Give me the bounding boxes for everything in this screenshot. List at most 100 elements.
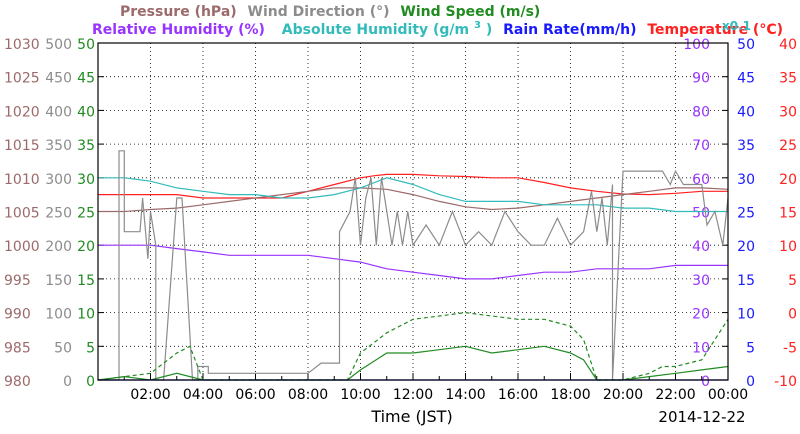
series-lines — [97, 150, 729, 381]
y-tick-label: 25 — [737, 206, 755, 222]
y-tick-label: 20 — [779, 172, 797, 188]
legend-absolute-humidity-sup: 3 — [474, 20, 481, 31]
y-tick-label: 980 — [4, 374, 31, 390]
y-tick-label: 0 — [788, 307, 797, 323]
y-tick-label: 10 — [77, 307, 95, 323]
legend-pressure: Pressure (hPa) — [120, 4, 237, 20]
y-tick-label: 35 — [737, 138, 755, 154]
y-tick-label: 50 — [77, 37, 95, 53]
y-tick-label: 0 — [701, 374, 710, 390]
y-tick-label: 50 — [54, 340, 72, 356]
x-tick-label: 02:00 — [130, 387, 170, 403]
x-tick-label: 22:00 — [655, 387, 695, 403]
y-tick-label: 35 — [779, 71, 797, 87]
y-tick-label: 25 — [77, 206, 95, 222]
legend-relative-humidity: Relative Humidity (%) — [92, 22, 265, 38]
x-tick-label: 14:00 — [445, 387, 485, 403]
y-tick-label: 1020 — [4, 104, 40, 120]
y-tick-label: 50 — [692, 206, 710, 222]
x-tick-label: 10:00 — [340, 387, 380, 403]
y-tick-label: 1005 — [4, 206, 40, 222]
y-tick-label: 150 — [45, 273, 72, 289]
y-tick-label: 5 — [788, 273, 797, 289]
y-tick-label: 1000 — [4, 239, 40, 255]
y-tick-label: 1025 — [4, 71, 40, 87]
y-tick-label: 0 — [86, 374, 95, 390]
y-tick-label: 100 — [45, 307, 72, 323]
y-tick-label: 200 — [45, 239, 72, 255]
y-tick-label: 15 — [737, 273, 755, 289]
grid — [98, 43, 728, 380]
y-tick-label: 20 — [77, 239, 95, 255]
series-line — [98, 177, 728, 213]
y-tick-label: 15 — [77, 273, 95, 289]
x-tick-label: 20:00 — [603, 387, 643, 403]
y-tick-label: 10 — [692, 340, 710, 356]
y-tick-label: 45 — [77, 71, 95, 87]
x-tick-label: 06:00 — [235, 387, 275, 403]
plot-frame — [97, 42, 729, 381]
y-tick-label: 985 — [4, 340, 31, 356]
y-tick-label: 45 — [737, 71, 755, 87]
y-tick-label: 995 — [4, 273, 31, 289]
y-tick-label: 30 — [77, 172, 95, 188]
y-tick-label: 990 — [4, 307, 31, 323]
y-tick-label: 10 — [779, 239, 797, 255]
y-tick-label: 300 — [45, 172, 72, 188]
y-tick-label: 50 — [737, 37, 755, 53]
series-line — [97, 311, 729, 381]
y-tick-label: 80 — [692, 104, 710, 120]
legend-wind-direction: Wind Direction (°) — [248, 4, 390, 20]
y-tick-label: 5 — [86, 340, 95, 356]
y-tick-label: 30 — [737, 172, 755, 188]
legend-absolute-humidity-close: ) — [486, 22, 492, 38]
y-tick-label: 70 — [692, 138, 710, 154]
y-tick-label: 25 — [779, 138, 797, 154]
series-line — [98, 150, 729, 381]
legend-temperature: Temperature (°C) — [647, 22, 783, 38]
y-tick-label: 10 — [737, 307, 755, 323]
x-tick-label: 04:00 — [183, 387, 223, 403]
y-tick-label: 35 — [77, 138, 95, 154]
y-tick-label: 40 — [779, 37, 797, 53]
svg-text:Relative Humidity (%) Abso: Relative Humidity (%) Absolute Humidity … — [92, 16, 783, 38]
y-tick-label: 1010 — [4, 172, 40, 188]
x-tick-label: 00:00 — [708, 387, 748, 403]
y-tick-label: -10 — [774, 374, 797, 390]
y-tick-label: 90 — [692, 71, 710, 87]
y-tick-label: 0 — [746, 374, 755, 390]
svg-text:Pressure (hPa) Wind Direct: Pressure (hPa) Wind Direction (°) Wind S… — [120, 4, 540, 20]
axes: 02:00 04:00 06:00 08:00 10:00 12:00 14:00 16:00… — [4, 37, 797, 403]
y-tick-label: 100 — [683, 37, 710, 53]
date-label: 2014-12-22 — [658, 408, 745, 426]
y-tick-label: 0 — [63, 374, 72, 390]
y-tick-label: 30 — [779, 104, 797, 120]
y-tick-label: 20 — [737, 239, 755, 255]
series-line — [98, 173, 728, 199]
series-line — [98, 244, 728, 280]
y-tick-label: 1030 — [4, 37, 40, 53]
y-tick-label: -5 — [783, 340, 797, 356]
legend-rain-rate: Rain Rate(mm/h) — [503, 22, 636, 38]
y-tick-label: 40 — [737, 104, 755, 120]
y-tick-label: 450 — [45, 71, 72, 87]
y-tick-label: 15 — [779, 206, 797, 222]
y-tick-label: 40 — [77, 104, 95, 120]
y-tick-label: 30 — [692, 273, 710, 289]
x-axis-label: Time (JST) — [370, 407, 452, 426]
y-tick-label: 20 — [692, 307, 710, 323]
x-tick-label: 08:00 — [288, 387, 328, 403]
legend-absolute-humidity: Absolute Humidity (g/m — [282, 22, 469, 38]
x-tick-label: 12:00 — [393, 387, 433, 403]
legend-wind-speed: Wind Speed (m/s) — [400, 4, 540, 20]
y-tick-label: 5 — [746, 340, 755, 356]
x-tick-label: 16:00 — [498, 387, 538, 403]
y-tick-label: 400 — [45, 104, 72, 120]
y-tick-label: 1015 — [4, 138, 40, 154]
y-tick-label: 60 — [692, 172, 710, 188]
series-line — [98, 187, 729, 213]
y-tick-label: 40 — [692, 239, 710, 255]
x-tick-label: 18:00 — [550, 387, 590, 403]
y-tick-label: 500 — [45, 37, 72, 53]
